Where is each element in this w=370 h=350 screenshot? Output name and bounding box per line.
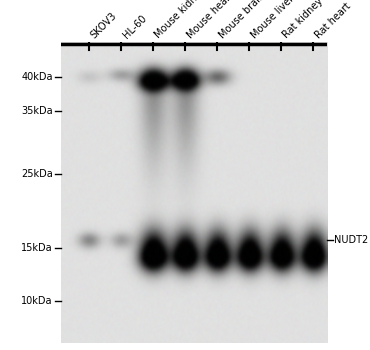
Text: Mouse kidney: Mouse kidney — [153, 0, 208, 40]
Text: 35kDa: 35kDa — [21, 106, 53, 116]
Text: Rat heart: Rat heart — [313, 1, 353, 40]
Text: 25kDa: 25kDa — [21, 169, 53, 180]
Text: SKOV3: SKOV3 — [89, 10, 119, 40]
Text: Mouse liver: Mouse liver — [249, 0, 296, 40]
Text: NUDT2: NUDT2 — [334, 235, 369, 245]
Text: Mouse heart: Mouse heart — [185, 0, 235, 40]
Text: 15kDa: 15kDa — [21, 243, 53, 253]
Text: 10kDa: 10kDa — [21, 296, 53, 306]
Text: 40kDa: 40kDa — [21, 72, 53, 82]
Text: HL-60: HL-60 — [121, 13, 148, 40]
Text: Mouse brain: Mouse brain — [217, 0, 267, 40]
Text: Rat kidney: Rat kidney — [281, 0, 325, 40]
